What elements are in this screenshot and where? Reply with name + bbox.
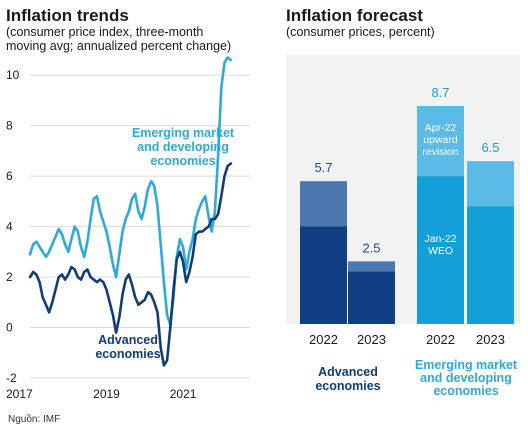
x-tick-label-2017: 2017 (6, 387, 33, 401)
left-chart-series (28, 56, 233, 367)
label-emerging-line-3: economies (150, 154, 215, 168)
left-chart-title: Inflation trends (6, 6, 129, 25)
label-advanced-line-2: economies (95, 347, 160, 361)
bar-base-em-2023 (467, 206, 514, 324)
label-emerging-line-2: and developing (137, 140, 229, 154)
line-emerging-markets (28, 56, 233, 327)
bar-base-adv-2023 (348, 271, 395, 324)
group-label-emerging-line-2: and developing (420, 371, 512, 385)
category-label-0: 2022 (309, 332, 338, 347)
bar-base-em-2022 (417, 176, 464, 324)
y-tick-label--2: -2 (6, 371, 17, 385)
x-tick-label-2019: 2019 (93, 387, 120, 401)
left-chart-x-ticks: 2017 2019 2021 (6, 387, 197, 401)
left-chart-subtitle-line-1: (consumer price index, three-month (6, 25, 203, 39)
x-tick-label-2021: 2021 (170, 387, 197, 401)
source-note: Nguồn: IMF (8, 413, 60, 425)
bar-total-label-0: 5.7 (314, 160, 332, 175)
y-tick-label-2: 2 (6, 270, 13, 284)
segment-revision-line-2: upward (423, 134, 458, 146)
group-label-advanced-line-1: Advanced (318, 365, 378, 379)
segment-base-line-2: WEO (428, 245, 453, 257)
category-label-1: 2023 (357, 332, 386, 347)
bar-revision-adv-2022 (300, 181, 347, 227)
segment-revision-line-1: Apr-22 (425, 122, 457, 134)
segment-revision-line-3: revision (422, 146, 458, 158)
group-label-advanced-line-2: economies (315, 379, 380, 393)
category-label-2: 2022 (426, 332, 455, 347)
y-tick-label-8: 8 (6, 119, 13, 133)
label-emerging-line-1: Emerging market (132, 126, 235, 140)
bar-revision-em-2023 (467, 161, 514, 207)
bar-total-label-2: 8.7 (431, 85, 449, 100)
bar-total-label-1: 2.5 (362, 240, 380, 255)
y-tick-label-4: 4 (6, 220, 13, 234)
right-chart-subtitle: (consumer prices, percent) (286, 25, 435, 39)
bar-total-label-3: 6.5 (481, 140, 499, 155)
y-tick-label-6: 6 (6, 169, 13, 183)
bar-revision-adv-2023 (348, 261, 395, 272)
right-chart-labels: 5.7 2.5 8.7 6.5 2022 2023 2022 2023 Apr-22upward… (309, 85, 518, 398)
left-chart-subtitle-line-2: moving avg; annualized percent change) (6, 39, 231, 53)
y-tick-label-10: 10 (6, 68, 20, 82)
right-chart-bars (300, 106, 514, 324)
segment-base-line-1: Jan-22 (424, 233, 456, 245)
bar-base-adv-2022 (300, 226, 347, 324)
category-label-3: 2023 (476, 332, 505, 347)
right-chart-title: Inflation forecast (286, 6, 423, 25)
left-chart-y-ticks: -2 0 2 4 6 8 10 (6, 68, 20, 385)
y-tick-label-0: 0 (6, 321, 13, 335)
line-advanced-economies (28, 162, 233, 367)
group-label-emerging-line-1: Emerging market (415, 358, 518, 372)
label-advanced-line-1: Advanced (98, 333, 158, 347)
bar-revision-em-2022 (417, 106, 464, 177)
group-label-emerging-line-3: economies (433, 384, 498, 398)
